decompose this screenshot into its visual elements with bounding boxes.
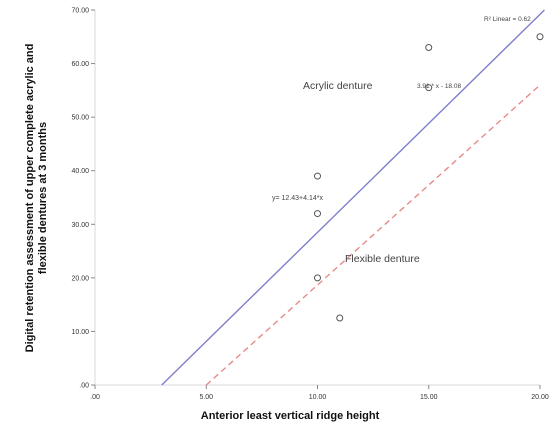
x-axis-title: Anterior least vertical ridge height bbox=[201, 410, 380, 422]
data-point-group bbox=[314, 33, 544, 322]
y-tick-label: 70.00 bbox=[71, 8, 89, 15]
y-tick-label: .00 bbox=[79, 383, 89, 390]
data-point bbox=[536, 33, 544, 41]
y-tick-label: 10.00 bbox=[71, 329, 89, 336]
fit-line-flexible bbox=[205, 84, 541, 386]
y-axis-title: Digital retention assessment of upper co… bbox=[24, 44, 49, 353]
data-point bbox=[314, 210, 321, 218]
y-tick-label: 50.00 bbox=[71, 115, 89, 122]
x-tick-label: .00 bbox=[90, 394, 100, 401]
x-tick-group: .00 5.00 10.00 15.00 20.00 bbox=[90, 385, 549, 401]
data-point bbox=[425, 84, 433, 92]
fit-equation-flexible: y= 12.43+4.14*x bbox=[272, 195, 323, 202]
y-axis-title-line-2: flexible dentures at 3 months bbox=[37, 122, 49, 274]
y-tick-label: 60.00 bbox=[71, 61, 89, 68]
fit-line-group bbox=[161, 9, 545, 386]
y-tick-label: 30.00 bbox=[71, 222, 89, 229]
y-tick-label: 40.00 bbox=[71, 168, 89, 175]
x-tick-label: 20.00 bbox=[531, 394, 549, 401]
fit-equation-acrylic: 3.91 * x - 18.08 bbox=[417, 83, 461, 90]
flexible-denture-label: Flexible denture bbox=[345, 253, 420, 265]
y-tick-group: .00 10.00 20.00 30.00 40.00 50.00 60.00 70.00 bbox=[71, 8, 95, 390]
data-point bbox=[336, 314, 344, 322]
acrylic-denture-label: Acrylic denture bbox=[303, 80, 373, 92]
y-tick-label: 20.00 bbox=[71, 275, 89, 282]
data-point bbox=[314, 172, 321, 180]
data-point bbox=[425, 44, 433, 51]
data-point bbox=[314, 274, 321, 282]
x-tick-label: 10.00 bbox=[309, 394, 327, 401]
fit-line-acrylic bbox=[161, 9, 545, 386]
y-axis-title-line-1: Digital retention assessment of upper co… bbox=[24, 44, 36, 353]
r2-annotation: R² Linear = 0.62 bbox=[484, 16, 531, 23]
x-tick-label: 5.00 bbox=[199, 394, 213, 401]
x-tick-label: 15.00 bbox=[420, 394, 438, 401]
